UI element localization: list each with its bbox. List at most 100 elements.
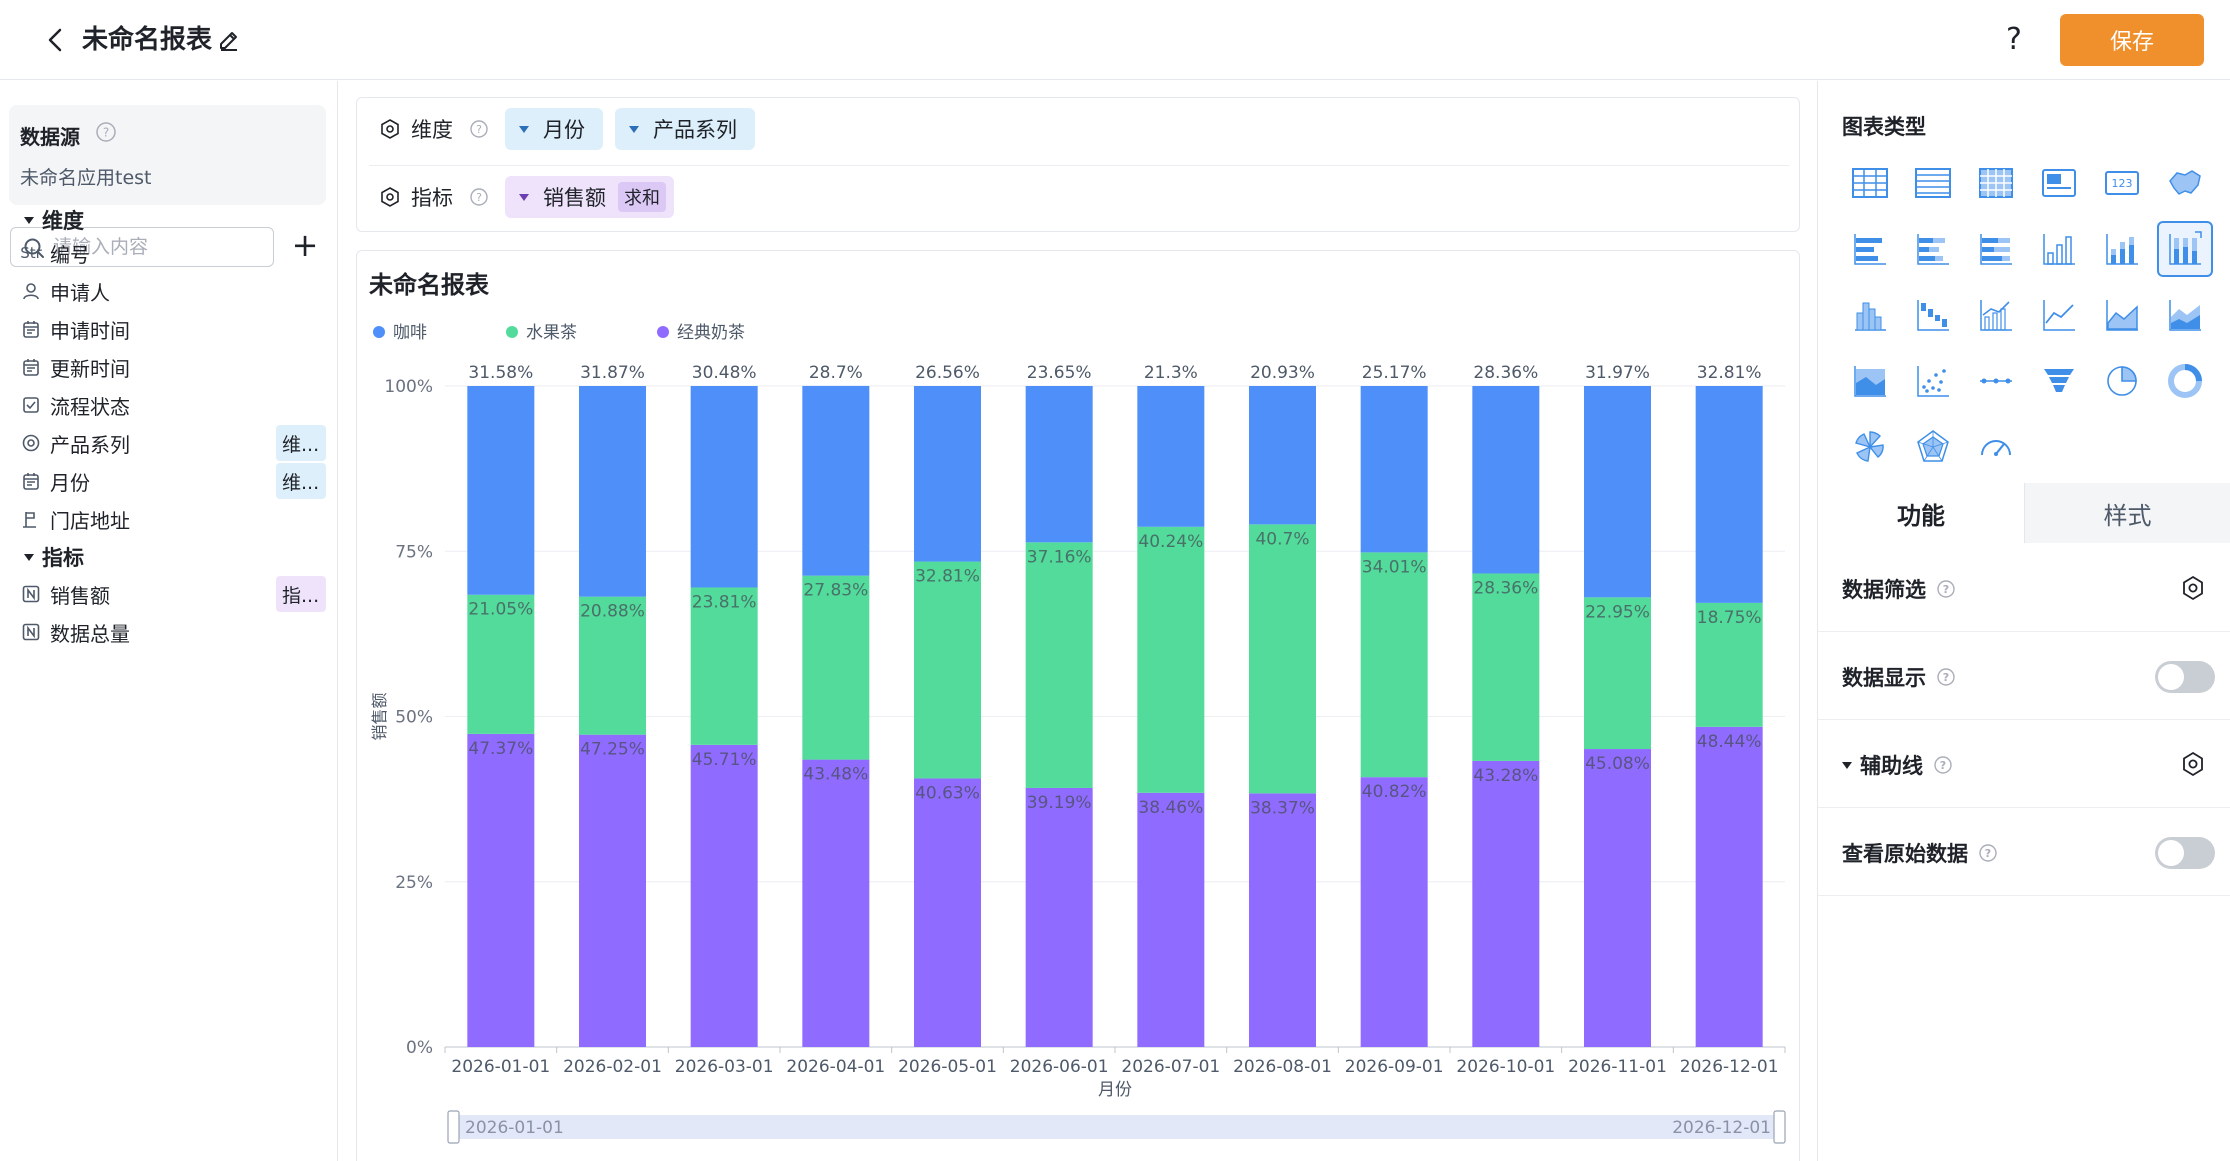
bar-segment[interactable]	[1472, 573, 1540, 761]
field-item[interactable]: 月份 维...	[20, 463, 326, 499]
field-item[interactable]: 流程状态	[20, 387, 326, 423]
ring-icon[interactable]	[2157, 353, 2213, 409]
metrics-group-header[interactable]: 指标	[24, 542, 84, 572]
bar-segment[interactable]	[1360, 386, 1428, 553]
histogram-icon[interactable]	[1842, 287, 1898, 343]
bar-segment[interactable]	[467, 386, 535, 595]
waterfall-icon[interactable]	[1905, 287, 1961, 343]
search-input[interactable]	[53, 232, 263, 262]
bar-segment[interactable]	[467, 733, 535, 1047]
pie-icon[interactable]	[2094, 353, 2150, 409]
bar-segment[interactable]	[1025, 787, 1093, 1047]
combo-icon[interactable]	[1968, 287, 2024, 343]
bar-segment[interactable]	[1137, 792, 1205, 1047]
field-item[interactable]: 数据总量	[20, 614, 326, 650]
bar-segment[interactable]	[467, 594, 535, 734]
field-item[interactable]: Str 编号	[20, 235, 326, 271]
field-item[interactable]: 申请时间	[20, 311, 326, 347]
field-item[interactable]: 销售额 指...	[20, 576, 326, 612]
pivot-table-icon[interactable]	[1968, 155, 2024, 211]
column-stacked-icon[interactable]	[2094, 221, 2150, 277]
bar-segment[interactable]	[579, 386, 646, 597]
line-icon[interactable]	[2031, 287, 2087, 343]
bar-segment[interactable]	[1695, 726, 1763, 1047]
field-item[interactable]: 产品系列 维...	[20, 425, 326, 461]
question-circle-icon[interactable]: ?	[1978, 843, 1998, 863]
raw-data-toggle[interactable]	[2155, 837, 2215, 869]
field-item[interactable]: 申请人	[20, 273, 326, 309]
radar-icon[interactable]	[1905, 419, 1961, 475]
question-circle-icon[interactable]: ?	[1933, 755, 1953, 775]
stacked-area-icon[interactable]	[2157, 287, 2213, 343]
help-icon[interactable]: ?	[2006, 22, 2022, 57]
bar-segment[interactable]	[1584, 597, 1651, 750]
question-circle-icon[interactable]: ?	[95, 121, 117, 143]
number-card-icon[interactable]: 123	[2094, 155, 2150, 211]
rose-icon[interactable]	[1842, 419, 1898, 475]
bar-h-icon[interactable]	[1842, 221, 1898, 277]
scatter-icon[interactable]	[1905, 353, 1961, 409]
bar-h-percent-icon[interactable]	[1968, 221, 2024, 277]
gauge-icon[interactable]	[1968, 419, 2024, 475]
bar-segment[interactable]	[802, 385, 870, 576]
legend-marker[interactable]	[373, 326, 385, 338]
area-icon[interactable]	[2094, 287, 2150, 343]
bar-segment[interactable]	[1472, 760, 1540, 1047]
data-zoom-handle-left[interactable]	[447, 1110, 460, 1144]
back-icon[interactable]	[40, 24, 72, 56]
metric-pill-sales[interactable]: 销售额 求和	[505, 176, 674, 218]
tab-style[interactable]: 样式	[2024, 483, 2230, 543]
bar-h-stacked-icon[interactable]	[1905, 221, 1961, 277]
bar-segment[interactable]	[1249, 793, 1316, 1047]
edit-icon[interactable]	[216, 27, 242, 53]
bar-segment[interactable]	[579, 734, 646, 1047]
bar-segment[interactable]	[1695, 386, 1763, 603]
question-circle-icon[interactable]: ?	[469, 187, 489, 207]
column-icon[interactable]	[2031, 221, 2087, 277]
dimension-pill-series[interactable]: 产品系列	[615, 108, 755, 150]
bar-segment[interactable]	[802, 759, 870, 1047]
bar-segment[interactable]	[1249, 386, 1316, 525]
detail-table-icon[interactable]	[1905, 155, 1961, 211]
legend-marker[interactable]	[657, 326, 669, 338]
funnel-icon[interactable]	[2031, 353, 2087, 409]
percent-area-icon[interactable]	[1842, 353, 1898, 409]
table-icon[interactable]	[1842, 155, 1898, 211]
map-icon[interactable]	[2157, 155, 2213, 211]
dimension-pill-month[interactable]: 月份	[505, 108, 603, 150]
card-icon[interactable]	[2031, 155, 2087, 211]
data-display-toggle[interactable]	[2155, 661, 2215, 693]
question-circle-icon[interactable]: ?	[1936, 667, 1956, 687]
bar-segment[interactable]	[1695, 602, 1763, 727]
aggregation-badge[interactable]: 求和	[618, 182, 666, 212]
column-percent-icon[interactable]	[2157, 221, 2213, 277]
bar-segment[interactable]	[1360, 552, 1428, 778]
bar-segment[interactable]	[690, 386, 758, 588]
data-zoom-handle-right[interactable]	[1773, 1110, 1786, 1144]
bar-segment[interactable]	[1472, 386, 1540, 574]
dimensions-group-header[interactable]: 维度	[24, 205, 84, 235]
bar-segment[interactable]	[690, 744, 758, 1047]
gear-icon[interactable]	[2179, 574, 2207, 602]
bar-segment[interactable]	[1137, 386, 1205, 527]
bar-segment[interactable]	[914, 778, 981, 1047]
datasource-name[interactable]: 未命名应用test	[20, 167, 152, 189]
bar-segment[interactable]	[1249, 524, 1316, 794]
bar-segment[interactable]	[1584, 749, 1651, 1047]
save-button[interactable]: 保存	[2060, 14, 2204, 66]
field-item[interactable]: 门店地址	[20, 501, 326, 537]
field-item[interactable]: 更新时间	[20, 349, 326, 385]
bar-segment[interactable]	[914, 386, 981, 562]
add-field-button[interactable]: +	[291, 226, 319, 264]
bar-segment[interactable]	[1025, 542, 1093, 788]
bar-segment[interactable]	[1137, 526, 1205, 793]
bar-segment[interactable]	[914, 561, 981, 779]
question-circle-icon[interactable]: ?	[469, 119, 489, 139]
data-zoom-track[interactable]	[455, 1115, 1781, 1139]
bar-segment[interactable]	[1025, 386, 1093, 543]
bar-segment[interactable]	[690, 587, 758, 745]
legend-marker[interactable]	[506, 326, 518, 338]
bar-segment[interactable]	[802, 575, 870, 760]
bar-segment[interactable]	[579, 596, 646, 735]
bar-segment[interactable]	[1360, 777, 1428, 1047]
